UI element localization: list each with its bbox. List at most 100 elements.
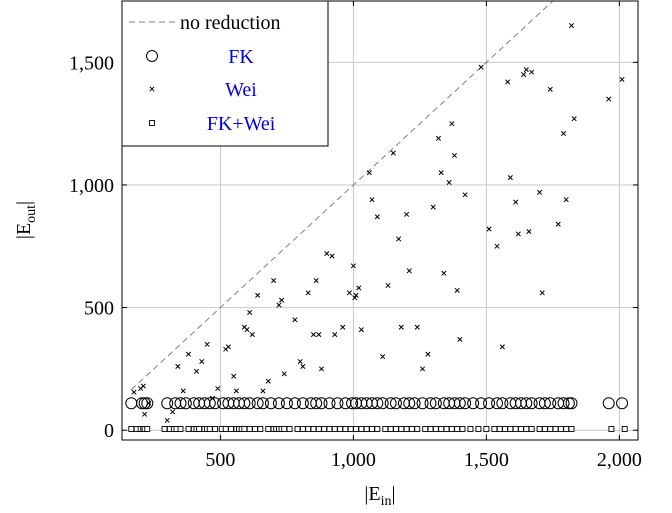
x-tick-label: 2,000 bbox=[597, 449, 642, 471]
wei-point bbox=[324, 251, 330, 257]
legend-circle-icon bbox=[146, 50, 158, 62]
fk-wei-point bbox=[281, 426, 288, 432]
wei-point bbox=[499, 344, 505, 350]
wei-point bbox=[340, 324, 346, 330]
fk-point bbox=[384, 397, 397, 410]
wei-point bbox=[529, 69, 535, 75]
fk-wei-point bbox=[523, 426, 530, 432]
wei-point bbox=[539, 290, 545, 296]
wei-point bbox=[316, 331, 322, 338]
wei-point bbox=[390, 150, 396, 156]
wei-point bbox=[451, 152, 458, 159]
fk-point bbox=[616, 397, 629, 410]
fk-wei-point bbox=[128, 426, 135, 432]
fk-point bbox=[256, 397, 269, 410]
fk-point bbox=[280, 397, 293, 410]
fk-point bbox=[203, 397, 216, 410]
fk-point bbox=[331, 397, 344, 410]
fk-wei-point bbox=[286, 426, 293, 432]
fk-wei-point bbox=[326, 426, 333, 432]
fk-wei-point bbox=[212, 426, 219, 432]
wei-point bbox=[571, 116, 577, 122]
wei-point bbox=[446, 179, 452, 186]
y-tick-label: 0 bbox=[104, 420, 114, 442]
data-points-layer bbox=[125, 22, 629, 432]
fk-wei-point bbox=[408, 426, 415, 432]
fk-point bbox=[161, 397, 174, 410]
x-tick-label: 1,500 bbox=[464, 449, 509, 471]
fk-point bbox=[264, 397, 277, 410]
legend: no reduction FK Wei FK+Wei bbox=[121, 0, 329, 147]
legend-label: no reduction bbox=[180, 12, 281, 34]
fk-point bbox=[557, 397, 570, 410]
fk-point bbox=[346, 397, 359, 410]
fk-point bbox=[565, 397, 578, 410]
fk-wei-point bbox=[299, 426, 306, 432]
fk-wei-point bbox=[305, 426, 312, 432]
wei-point bbox=[358, 327, 364, 333]
fk-wei-point bbox=[241, 426, 248, 432]
wei-point bbox=[175, 363, 181, 369]
wei-point bbox=[568, 22, 575, 29]
wei-point bbox=[146, 400, 152, 406]
fk-wei-point bbox=[427, 426, 434, 432]
fk-point bbox=[323, 397, 336, 410]
fk-wei-point bbox=[414, 426, 421, 432]
wei-point bbox=[356, 285, 362, 291]
legend-label: FK+Wei bbox=[207, 113, 276, 135]
fk-wei-point bbox=[438, 426, 445, 432]
fk-wei-point bbox=[363, 426, 370, 432]
wei-point bbox=[507, 175, 513, 181]
fk-point bbox=[475, 397, 488, 410]
wei-point bbox=[297, 358, 303, 365]
wei-point bbox=[271, 278, 277, 284]
wei-point bbox=[513, 199, 519, 205]
wei-point bbox=[547, 86, 553, 92]
fk-point bbox=[459, 397, 472, 410]
wei-point bbox=[249, 331, 255, 338]
wei-point bbox=[521, 72, 527, 78]
wei-point bbox=[225, 344, 231, 350]
fk-point bbox=[174, 397, 187, 410]
fk-wei-point bbox=[161, 426, 168, 432]
fk-wei-point bbox=[512, 426, 519, 432]
fk-wei-point bbox=[382, 426, 389, 432]
wei-point bbox=[276, 302, 282, 308]
fk-point bbox=[389, 397, 402, 410]
fk-point bbox=[424, 397, 437, 410]
wei-point bbox=[209, 395, 215, 401]
fk-wei-point bbox=[528, 426, 535, 432]
x-tick-label: 500 bbox=[205, 449, 235, 471]
fk-wei-point bbox=[563, 426, 570, 432]
fk-wei-point bbox=[196, 426, 203, 432]
fk-point bbox=[135, 397, 148, 410]
fk-point bbox=[288, 397, 301, 410]
legend-label: FK bbox=[228, 46, 254, 68]
fk-wei-point bbox=[321, 426, 328, 432]
wei-point bbox=[281, 371, 287, 377]
y-tick-label: 1,500 bbox=[69, 52, 114, 74]
fk-point bbox=[408, 397, 421, 410]
fk-wei-point bbox=[443, 426, 450, 432]
fk-wei-point bbox=[496, 426, 503, 432]
wei-point bbox=[406, 268, 412, 274]
fk-point bbox=[209, 397, 222, 410]
fk-wei-point bbox=[541, 426, 548, 432]
wei-point bbox=[369, 197, 375, 203]
fk-point bbox=[376, 397, 389, 410]
fk-wei-point bbox=[568, 426, 575, 432]
wei-point bbox=[555, 221, 561, 227]
wei-point bbox=[454, 287, 460, 293]
fk-wei-point bbox=[185, 426, 192, 432]
wei-point bbox=[396, 236, 402, 242]
wei-point bbox=[231, 373, 237, 379]
fk-point bbox=[138, 397, 151, 410]
fk-point bbox=[339, 397, 352, 410]
fk-wei-point bbox=[448, 426, 455, 432]
fk-wei-point bbox=[518, 426, 524, 432]
fk-wei-point bbox=[552, 426, 559, 432]
legend-box bbox=[121, 0, 329, 147]
wei-point bbox=[385, 282, 391, 289]
wei-point bbox=[204, 341, 210, 347]
x-axis-label: |Ein| bbox=[364, 483, 395, 509]
